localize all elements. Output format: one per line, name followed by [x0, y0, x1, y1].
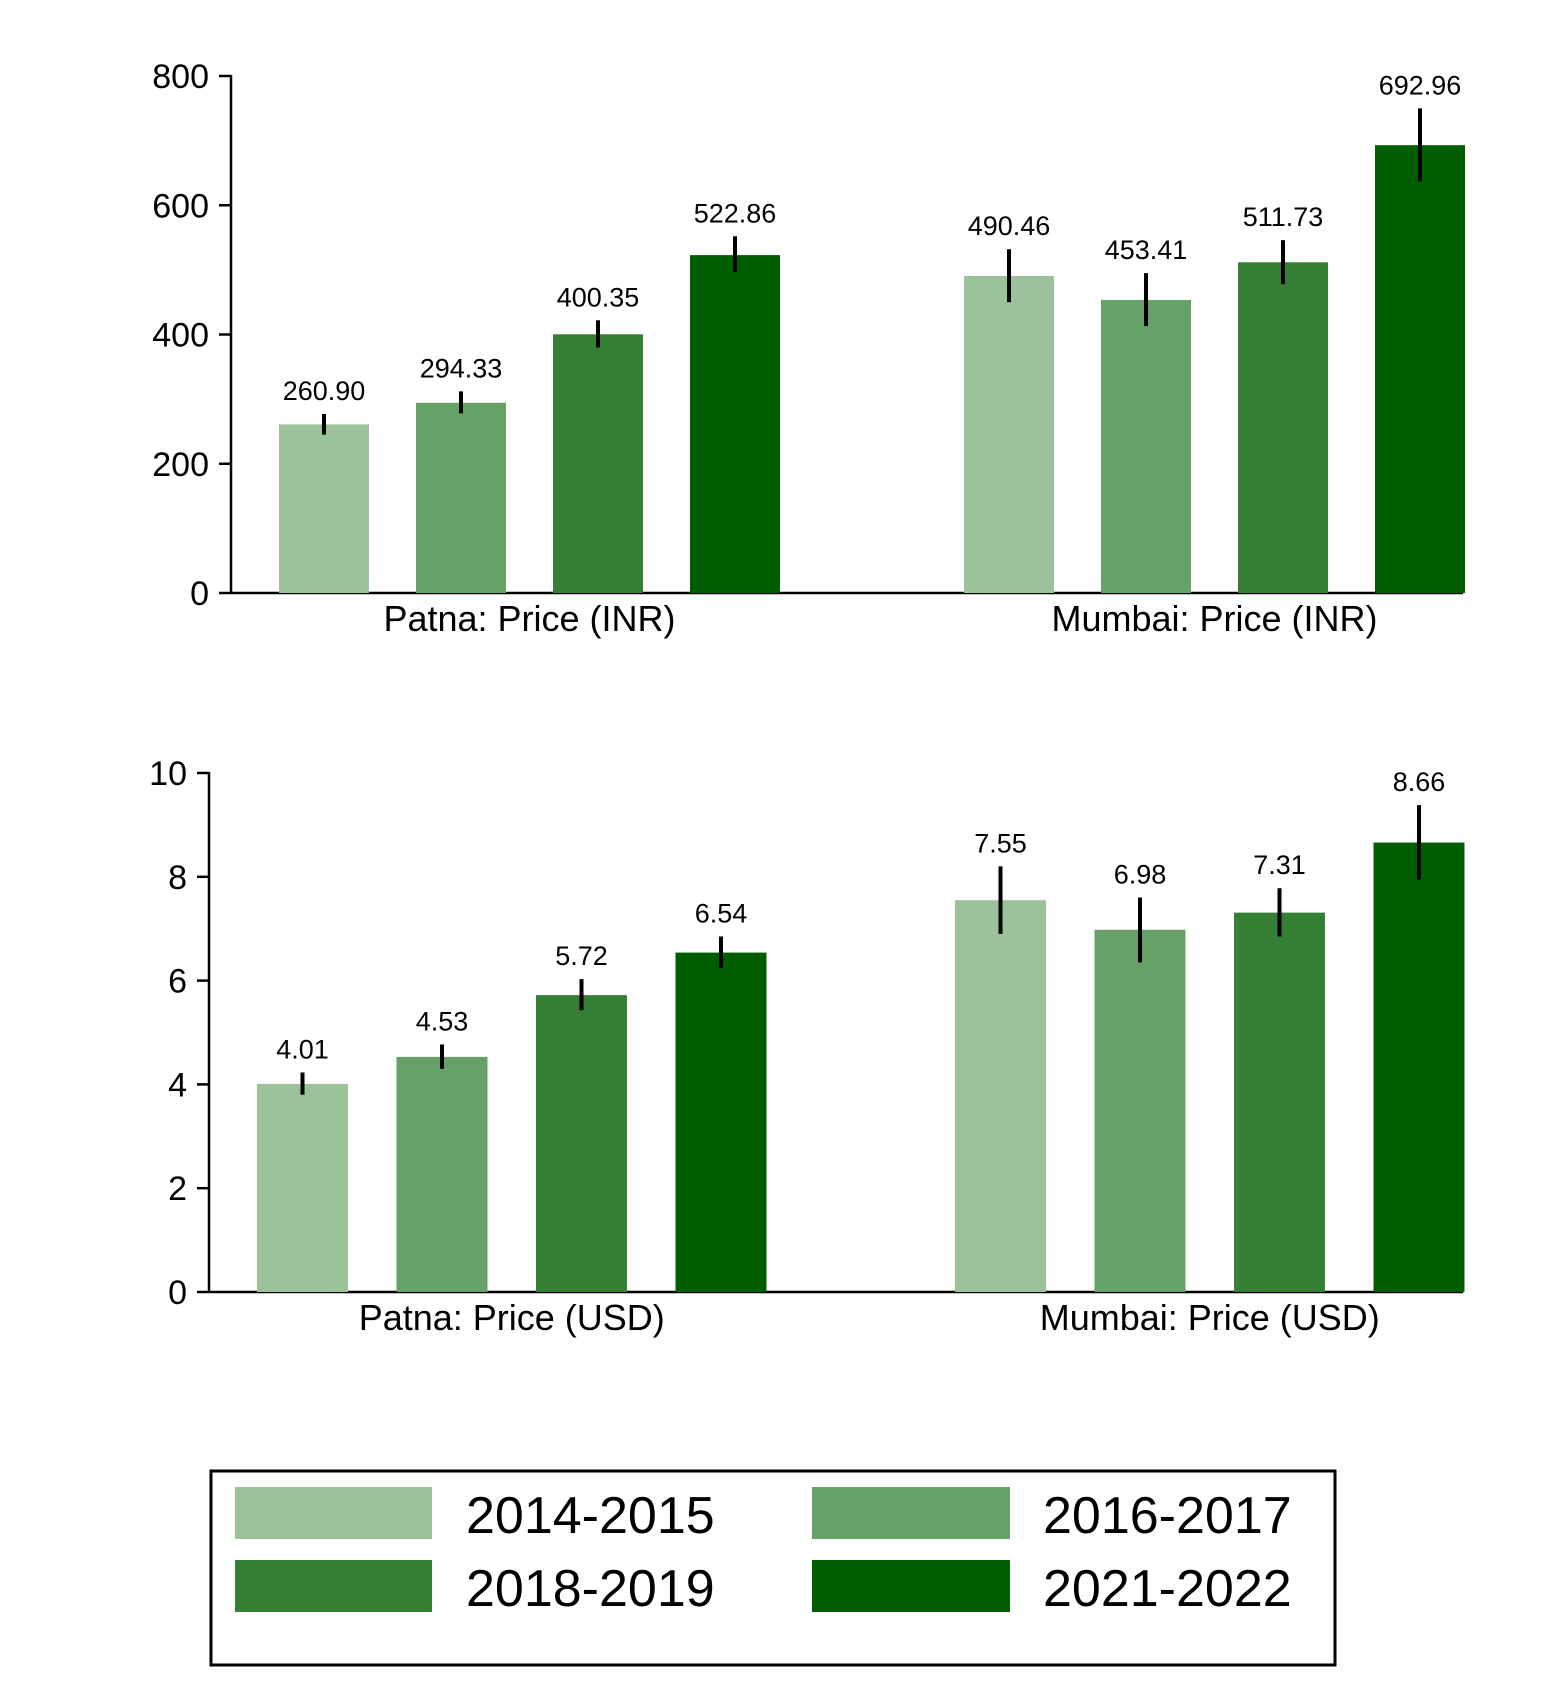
y-tick-label: 0	[168, 1274, 187, 1312]
legend-label-2016-2017: 2016-2017	[1043, 1487, 1292, 1545]
y-tick-label: 4	[168, 1066, 187, 1104]
bar-mumbai-price-usd-2018-2019	[1234, 912, 1325, 1292]
data-label: 522.86	[694, 198, 777, 228]
chart-panel-1: 0 200 400 600 800 260.90 294.33 400.35 522.86 Pat…	[152, 58, 1465, 639]
bar-patna-price-inr-2016-2017	[416, 402, 506, 593]
bar-patna-price-inr-2018-2019	[553, 334, 643, 593]
y-tick-label: 400	[152, 317, 209, 355]
data-label: 4.53	[416, 1006, 469, 1036]
data-label: 260.90	[283, 376, 366, 406]
y-tick-label: 600	[152, 187, 209, 225]
data-label: 692.96	[1379, 70, 1462, 100]
bar-patna-price-usd-2021-2022	[675, 952, 767, 1292]
data-label: 453.41	[1105, 235, 1188, 265]
bar-mumbai-price-usd-2016-2017	[1094, 929, 1186, 1292]
chart-panels: 0 200 400 600 800 260.90 294.33 400.35 522.86 Pat…	[149, 58, 1465, 1338]
data-label: 400.35	[557, 282, 640, 312]
data-label: 6.98	[1114, 860, 1167, 890]
category-label: Mumbai: Price (USD)	[1040, 1297, 1380, 1338]
category-label: Patna: Price (INR)	[383, 598, 675, 639]
y-tick-label: 800	[152, 58, 209, 96]
data-label: 7.55	[974, 828, 1027, 858]
legend-swatch-2014-2015	[235, 1487, 432, 1539]
bar-patna-price-inr-2021-2022	[690, 255, 780, 593]
data-label: 294.33	[420, 353, 503, 383]
legend-label-2014-2015: 2014-2015	[466, 1487, 715, 1545]
y-tick-label: 0	[190, 575, 209, 613]
bar-patna-price-usd-2014-2015	[257, 1083, 348, 1292]
data-label: 5.72	[555, 941, 608, 971]
legend-swatch-2018-2019	[235, 1560, 432, 1612]
bar-mumbai-price-usd-2014-2015	[955, 900, 1046, 1292]
data-label: 7.31	[1253, 850, 1306, 880]
data-label: 4.01	[276, 1034, 329, 1064]
bar-mumbai-price-inr-2018-2019	[1238, 262, 1328, 593]
legend-label-2018-2019: 2018-2019	[466, 1560, 715, 1618]
data-label: 6.54	[695, 898, 748, 928]
bar-mumbai-price-inr-2021-2022	[1375, 145, 1465, 593]
bar-patna-price-inr-2014-2015	[279, 424, 369, 593]
bar-mumbai-price-inr-2014-2015	[964, 276, 1054, 593]
y-tick-label: 8	[168, 859, 187, 897]
category-label: Patna: Price (USD)	[359, 1297, 665, 1338]
bar-mumbai-price-inr-2016-2017	[1101, 299, 1191, 593]
y-tick-label: 10	[149, 755, 187, 793]
legend-swatch-2021-2022	[812, 1560, 1010, 1612]
bar-patna-price-usd-2016-2017	[396, 1056, 488, 1292]
legend: 2014-2015 2016-2017 2018-2019 2021-2022	[209, 1469, 1337, 1667]
category-label: Mumbai: Price (INR)	[1051, 598, 1377, 639]
legend-swatch-2016-2017	[812, 1487, 1010, 1539]
data-label: 511.73	[1243, 202, 1324, 232]
bar-patna-price-usd-2018-2019	[536, 995, 627, 1292]
y-tick-label: 200	[152, 446, 209, 484]
chart-panel-2: 0 2 4 6 8 10 4.01 4.53 5.72 6.54 Patna: Price (USD…	[149, 755, 1465, 1338]
data-label: 490.46	[968, 211, 1051, 241]
y-tick-label: 2	[168, 1170, 187, 1208]
data-label: 8.66	[1393, 767, 1446, 797]
legend-label-2021-2022: 2021-2022	[1043, 1560, 1292, 1618]
bar-mumbai-price-usd-2021-2022	[1373, 842, 1465, 1292]
y-tick-label: 6	[168, 963, 187, 1001]
